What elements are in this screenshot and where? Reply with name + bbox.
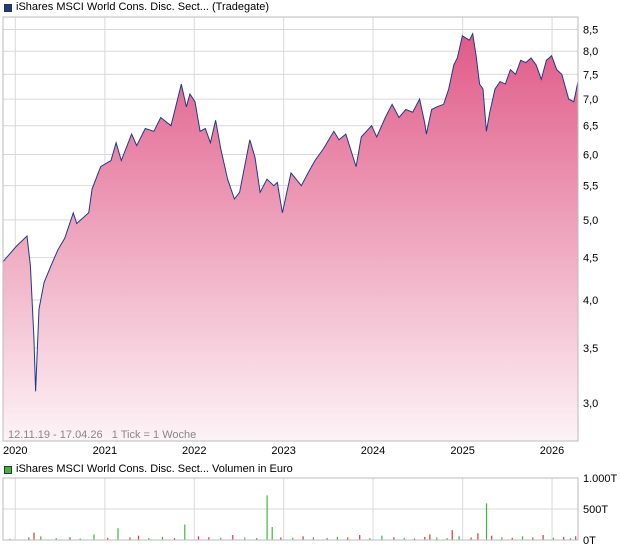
price-y-tick-label: 8,5 [583,24,598,36]
volume-bar [197,536,200,540]
price-legend-label: iShares MSCI World Cons. Disc. Sect... (… [16,1,270,13]
volume-bar [220,537,222,540]
price-legend-swatch [4,3,12,12]
price-y-axis: 3,0 3,5 4,0 4,5 5,0 5,5 6,0 6,5 7,0 7,5 8,0 8,5 [583,24,598,410]
price-y-tick-label: 3,5 [583,343,598,355]
price-plot-frame [2,16,579,442]
price-x-tick-label: 2024 [361,445,385,457]
volume-bar [485,503,488,540]
price-x-tick-label: 2025 [450,445,474,457]
volume-bar [302,536,304,540]
price-y-tick-label: 5,0 [583,215,598,227]
volume-bar [107,537,109,540]
volume-bar [79,538,81,540]
volume-bar [266,495,268,540]
price-y-tick-label: 6,0 [583,149,598,161]
volume-legend-label: iShares MSCI World Cons. Disc. Sect... V… [16,463,293,475]
volume-legend-swatch [4,465,12,474]
volume-bar [129,537,131,540]
volume-bar [173,538,176,540]
volume-y-tick-label: 500T [583,504,608,516]
volume-bar [477,533,479,540]
price-y-tick-label: 8,0 [583,46,598,58]
price-x-tick-label: 2022 [182,445,206,457]
volume-bar [271,527,273,540]
volume-bar [148,538,150,540]
volume-bar [552,537,554,540]
volume-bar [161,536,164,540]
volume-bar [569,538,572,540]
volume-bar [521,536,524,540]
volume-bar [393,537,395,540]
volume-bar [33,532,35,540]
price-legend: iShares MSCI World Cons. Disc. Sect... (… [4,1,269,14]
volume-bar [40,536,42,540]
volume-bar [458,536,460,540]
volume-bar [532,537,534,540]
volume-bar [55,538,57,540]
price-y-tick-label: 7,5 [583,69,598,81]
volume-bar [563,536,565,540]
volume-y-tick-label: 1.000T [583,473,618,485]
volume-bar [436,537,438,540]
price-x-tick-label: 2023 [271,445,295,457]
volume-bar [28,537,30,540]
volume-bar [280,537,282,540]
price-y-tick-label: 7,0 [583,94,598,106]
volume-bar [381,535,383,540]
volume-bar [491,535,493,540]
volume-bar [117,528,119,540]
price-y-tick-label: 4,0 [583,295,598,307]
volume-bar [501,537,503,540]
price-x-tick-label: 2021 [93,445,117,457]
price-x-tick-label: 2020 [3,445,27,457]
volume-bar [424,536,426,540]
price-y-tick-label: 5,5 [583,181,598,193]
volume-y-axis: 0T 500T 1.000T [583,473,618,546]
volume-bar [336,536,338,540]
volume-bar [511,537,513,540]
volume-bar [244,537,246,540]
volume-bar [232,535,234,540]
volume-bar [403,537,405,540]
volume-bar [93,534,95,540]
volume-bar [137,535,140,540]
volume-bars [9,495,577,540]
volume-bar [359,535,361,540]
price-y-tick-label: 6,5 [583,121,598,133]
volume-bar [326,538,328,540]
price-y-tick-label: 3,0 [583,398,598,410]
volume-bar [208,537,210,540]
volume-bar [9,538,11,540]
price-line [2,32,579,392]
volume-bar [369,538,371,540]
volume-plot-frame [2,477,579,541]
volume-bar [446,538,448,540]
volume-bar [575,536,577,540]
volume-y-tick-label: 0T [583,535,596,546]
price-x-tick-label: 2026 [540,445,564,457]
volume-bar [542,535,544,540]
price-y-tick-label: 4,5 [583,253,598,265]
volume-bar [312,537,314,540]
volume-bar [347,537,349,540]
volume-bar [470,537,472,540]
volume-grid [3,477,578,541]
volume-bar [256,538,258,540]
period-note: 12.11.19 - 17.04.26 1 Tick = 1 Woche [8,429,196,441]
volume-bar [292,537,294,540]
volume-bar [451,530,453,540]
volume-bar [429,534,431,540]
volume-legend: iShares MSCI World Cons. Disc. Sect... V… [4,463,293,476]
price-area [3,33,578,441]
volume-bar [184,524,186,540]
volume-bar [69,537,71,540]
price-x-axis: 2020 2021 2022 2023 2024 2025 2026 [3,445,564,457]
volume-bar [413,538,416,540]
